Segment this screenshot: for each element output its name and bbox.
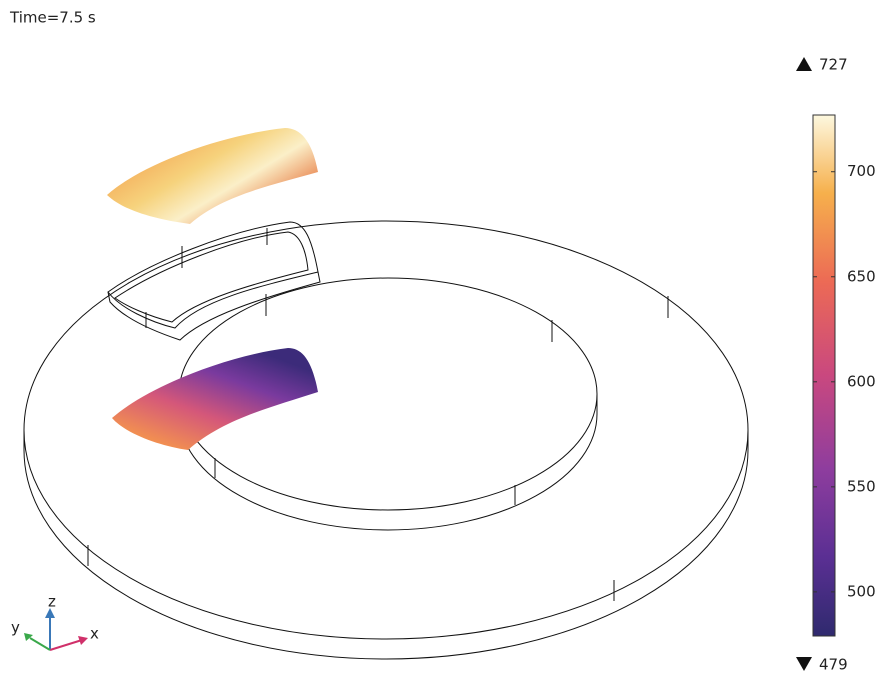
triad-label: x [90, 625, 99, 643]
colorbar-tick-label: 700 [847, 162, 876, 180]
min-marker [796, 657, 812, 671]
colorbar-tick-label: 650 [847, 267, 876, 285]
colorbar-min: 479 [819, 656, 848, 674]
colorbar [812, 114, 836, 637]
plot-title: Time=7.5 s [9, 9, 96, 27]
max-marker [796, 57, 812, 71]
hot-surface [107, 128, 318, 224]
axis-triad: z x y [11, 593, 99, 651]
colorbar-tick-label: 550 [847, 477, 876, 495]
colorbar-max: 727 [819, 56, 848, 74]
triad-label: y [11, 619, 20, 637]
colorbar-tick-label: 600 [847, 372, 876, 390]
triad-label: z [48, 593, 56, 611]
colorbar-tick-label: 500 [847, 582, 876, 600]
cold-surface [112, 348, 318, 450]
geometry [23, 220, 749, 660]
